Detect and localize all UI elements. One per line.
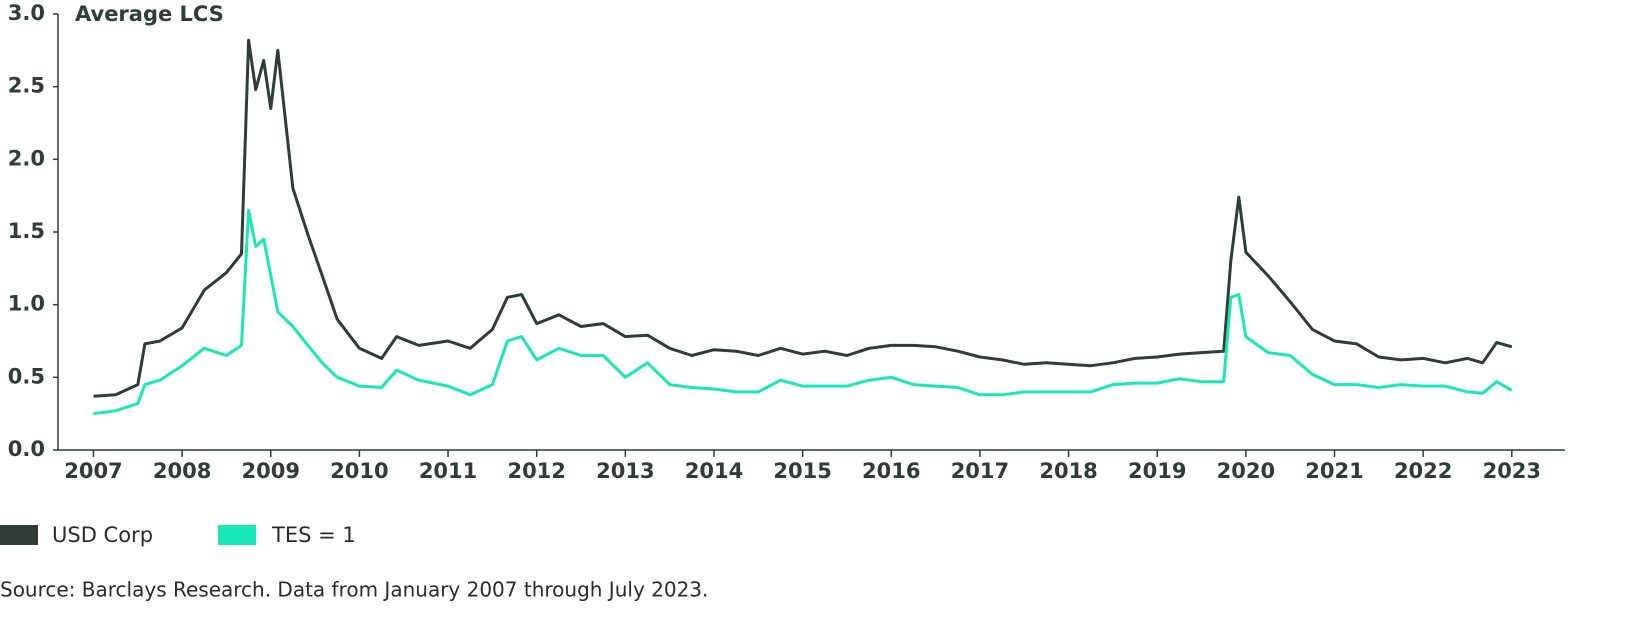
x-tick-label: 2018 [1039, 459, 1097, 483]
legend-label: TES = 1 [271, 523, 356, 547]
line-series [93, 208, 1513, 416]
x-tick-label: 2013 [596, 459, 654, 483]
x-tick-label: 2023 [1483, 459, 1541, 483]
y-tick-label: 2.5 [8, 74, 45, 98]
x-tick-label: 2017 [951, 459, 1009, 483]
chart-title: Average LCS [75, 2, 224, 26]
x-tick-label: 2019 [1128, 459, 1186, 483]
x-tick-label: 2022 [1394, 459, 1452, 483]
y-tick-label: 0.5 [8, 364, 45, 388]
y-tick-label: 0.0 [8, 437, 45, 461]
y-tick-label: 1.5 [8, 219, 45, 243]
x-tick-label: 2016 [862, 459, 920, 483]
line-series [93, 38, 1513, 398]
x-tick-label: 2008 [153, 459, 211, 483]
x-tick-label: 2007 [64, 459, 122, 483]
x-tick-label: 2012 [507, 459, 565, 483]
x-tick-label: 2009 [242, 459, 300, 483]
x-tick-label: 2015 [773, 459, 831, 483]
y-tick-label: 3.0 [8, 1, 45, 25]
source-note: Source: Barclays Research. Data from Jan… [0, 578, 708, 602]
x-tick-label: 2021 [1305, 459, 1363, 483]
legend-swatch [218, 525, 256, 545]
y-tick-label: 1.0 [8, 292, 45, 316]
legend-swatch [0, 525, 38, 545]
y-tick-label: 2.0 [8, 146, 45, 170]
x-tick-label: 2011 [419, 459, 477, 483]
x-tick-label: 2020 [1217, 459, 1275, 483]
x-tick-label: 2014 [685, 459, 743, 483]
x-tick-label: 2010 [330, 459, 388, 483]
legend-label: USD Corp [52, 523, 153, 547]
